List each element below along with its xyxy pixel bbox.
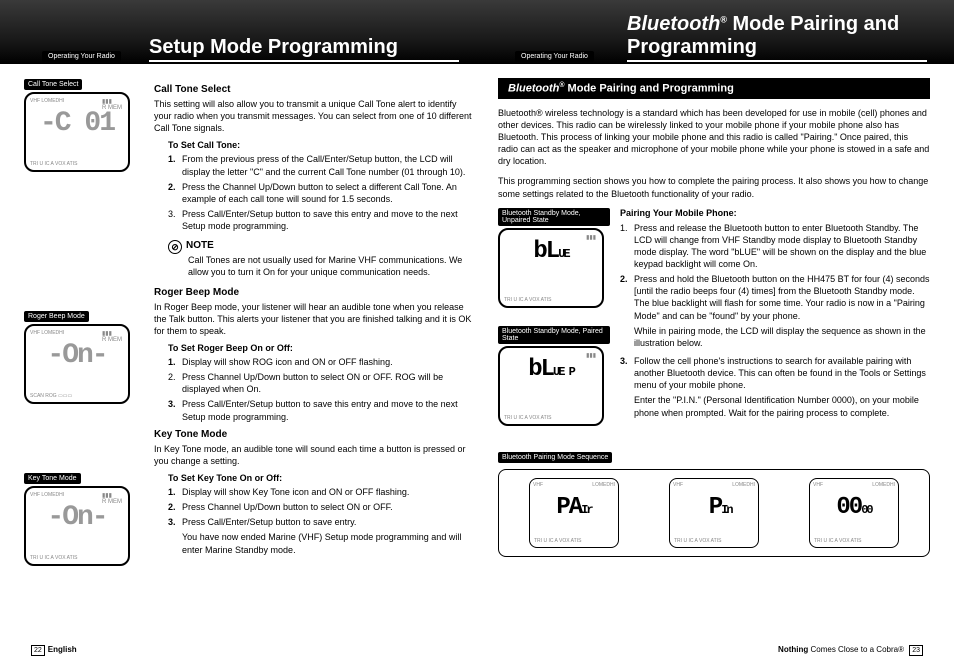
thumb-bt-unpaired: Bluetooth Standby Mode, Unpaired State ▮… [498,208,610,308]
step: 2.Press the Channel Up/Down button to se… [168,181,474,205]
para-end-setup: You have now ended Marine (VHF) Setup mo… [182,531,474,555]
step: 1.Display will show ROG icon and ON or O… [168,356,474,368]
lcd-seq-1: VHFLOMEDHI PAIr TRI U IC A VOX ATIS [529,478,619,548]
para-call-tone: This setting will also allow you to tran… [154,98,474,134]
step: 3.Press Call/Enter/Setup button to save … [168,208,474,232]
note-block: ⊘NOTE Call Tones are not usually used fo… [168,240,474,278]
right-page: Bluetooth® Mode Pairing and Programming … [498,78,930,557]
heading-pairing: Pairing Your Mobile Phone: [620,208,930,218]
thumb-roger-beep: Roger Beep Mode VHF LOMEDHI ▮▮▮R MEM ‑On… [24,310,142,404]
thumb-bt-paired: Bluetooth Standby Mode, Paired State ▮▮▮… [498,326,610,426]
thumb-call-tone: Call Tone Select VHF LOMEDHI ▮▮▮R MEM ‑C… [24,78,142,172]
thumb-key-tone: Key Tone Mode VHF LOMEDHI ▮▮▮R MEM ‑On‑ … [24,472,142,566]
para-pin: Enter the "P.I.N." (Personal Identificat… [634,394,930,418]
step: 1.Press and release the Bluetooth button… [620,222,930,271]
step: 2.Press Channel Up/Down button to select… [168,501,474,513]
heading-roger-beep: Roger Beep Mode [154,287,474,298]
para-bt-intro: Bluetooth® wireless technology is a stan… [498,107,930,168]
footer-right: Nothing Comes Close to a Cobra® 23 [778,645,926,656]
lcd-seq-2: VHFLOMEDHI PIn TRI U IC A VOX ATIS [669,478,759,548]
section-bar-bluetooth: Bluetooth® Mode Pairing and Programming [498,78,930,99]
page-title-left: Setup Mode Programming [149,36,459,62]
page-title-right: Bluetooth® Mode Pairing and Programming [627,13,927,62]
para-roger-beep: In Roger Beep mode, your listener will h… [154,301,474,337]
breadcrumb-left: Operating Your Radio [42,51,121,62]
para-pairing-seq: While in pairing mode, the LCD will disp… [634,325,930,349]
step: 2.Press and hold the Bluetooth button on… [620,273,930,322]
step: 1.Display will show Key Tone icon and ON… [168,486,474,498]
note-icon: ⊘ [168,240,182,254]
heading-call-tone: Call Tone Select [154,84,474,95]
header-band: Operating Your Radio Setup Mode Programm… [0,0,954,64]
lcd-seq-3: VHFLOMEDHI 0000 TRI U IC A VOX ATIS [809,478,899,548]
subhead-roger-beep: To Set Roger Beep On or Off: [168,343,474,353]
subhead-key-tone: To Set Key Tone On or Off: [168,473,474,483]
footer-left: 22English [28,645,77,656]
breadcrumb-right: Operating Your Radio [515,51,594,62]
step: 3.Follow the cell phone's instructions t… [620,355,930,391]
subhead-set-call-tone: To Set Call Tone: [168,140,474,150]
left-page: Call Tone Select VHF LOMEDHI ▮▮▮R MEM ‑C… [24,78,474,584]
step: 3.Press Call/Enter/Setup button to save … [168,516,474,528]
step: 1.From the previous press of the Call/En… [168,153,474,177]
bt-sequence-box: VHFLOMEDHI PAIr TRI U IC A VOX ATIS VHFL… [498,469,930,557]
label-bt-sequence: Bluetooth Pairing Mode Sequence [498,452,612,463]
step: 2.Press Channel Up/Down button to select… [168,371,474,395]
para-key-tone: In Key Tone mode, an audible tone will s… [154,443,474,467]
step: 3.Press Call/Enter/Setup button to save … [168,398,474,422]
para-bt-intro2: This programming section shows you how t… [498,175,930,199]
heading-key-tone: Key Tone Mode [154,429,474,440]
